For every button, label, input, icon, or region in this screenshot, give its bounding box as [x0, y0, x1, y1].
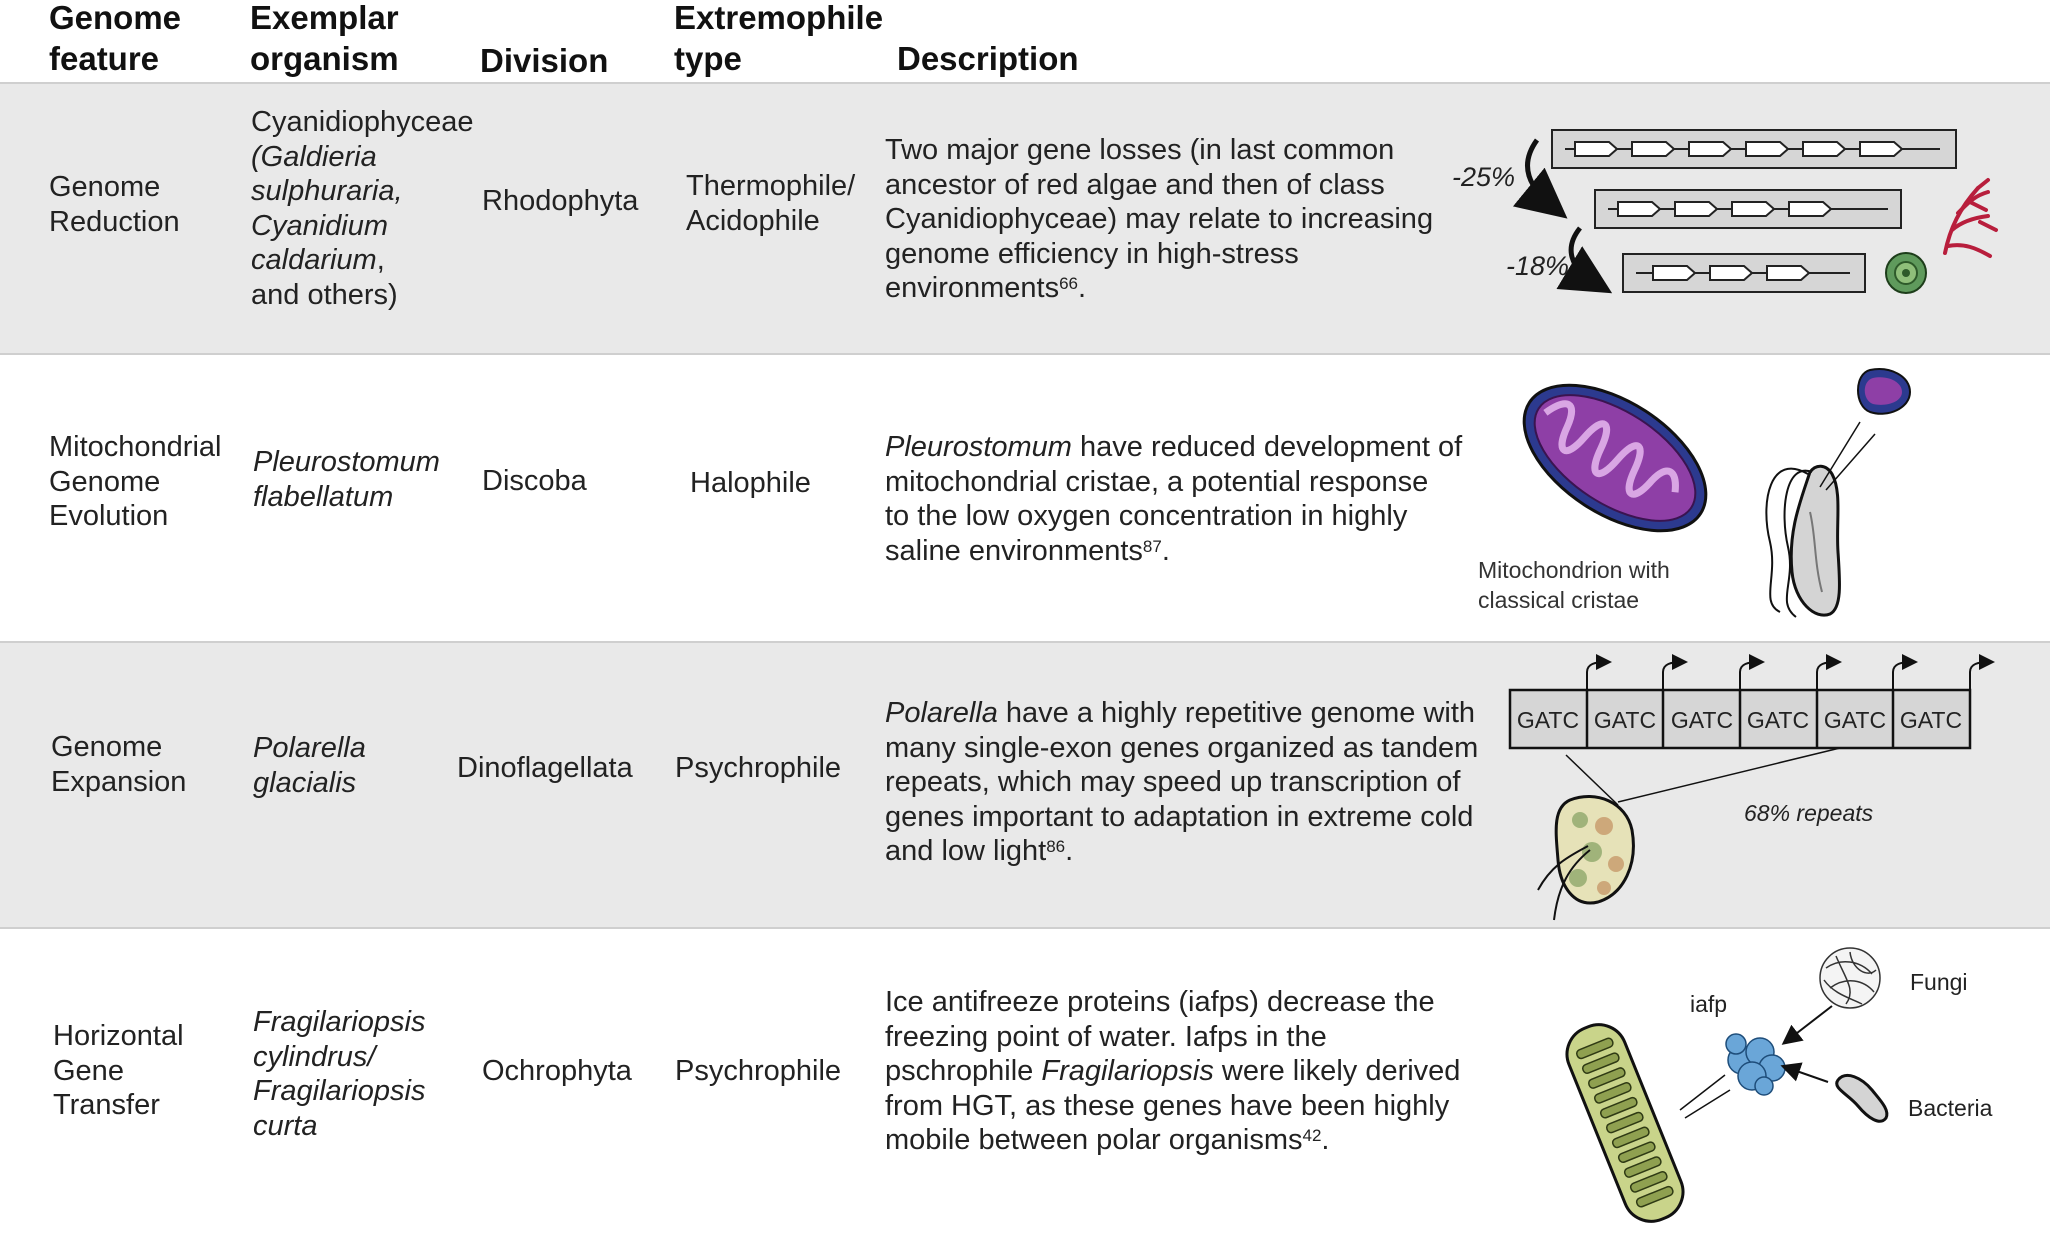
row4-extremophile: Psychrophile — [675, 1055, 842, 1087]
row2-division: Discoba — [482, 465, 587, 497]
row3-division: Dinoflagellata — [457, 752, 633, 784]
red-alga-icon — [1943, 178, 1998, 258]
row3-feature: Genome Expansion — [51, 731, 187, 798]
bacteria-icon — [1835, 1074, 1889, 1123]
row2-organism: Pleurostomum flabellatum — [253, 446, 440, 513]
mitochondrion-illustration: Mitochondrion with classical cristae — [1478, 368, 1912, 618]
header-genome-feature: Genome feature — [49, 0, 182, 77]
header-extremophile-type: Extremophile type — [674, 0, 884, 77]
row4-feature: Horizontal Gene Transfer — [53, 1020, 184, 1121]
row4-division: Ochrophyta — [482, 1055, 632, 1087]
row3-extremophile: Psychrophile — [675, 752, 842, 784]
row1-organism: Cyanidiophyceae (Galdieria sulphuraria, … — [251, 106, 474, 311]
fungi-icon — [1819, 947, 1881, 1009]
iafp-label: iafp — [1690, 991, 1727, 1017]
row3-organism: Polarella glacialis — [253, 732, 366, 799]
row2-extremophile: Halophile — [690, 467, 811, 499]
gene-arrows-2 — [1608, 201, 1888, 217]
repeats-caption: 68% repeats — [1744, 800, 1874, 826]
row3-description: Polarella have a highly repetitive genom… — [885, 697, 1479, 867]
transcription-arrows — [1586, 654, 1995, 690]
row1-extremophile: Thermophile/Acidophile — [686, 170, 856, 237]
mitochondrion-icon — [1522, 383, 1708, 533]
protist-cell-icon — [1765, 368, 1912, 618]
row1-feature: Genome Reduction — [49, 171, 180, 238]
iafp-protein-icon — [1725, 1033, 1786, 1096]
header-separator — [0, 82, 2050, 84]
gene-arrows-1 — [1565, 141, 1940, 157]
row2-feature: Mitochondrial Genome Evolution — [49, 431, 222, 532]
header-description: Description — [897, 40, 1079, 77]
row2-description: Pleurostomum have reduced development of… — [885, 431, 1463, 567]
reduction-arrow-2 — [1556, 226, 1613, 294]
repeat-unit-5: GATC — [1824, 707, 1886, 733]
repeat-unit-3: GATC — [1671, 707, 1733, 733]
row-separator — [0, 927, 2050, 929]
loss-label-25: -25% — [1452, 162, 1515, 192]
green-alga-cell-icon — [1885, 252, 1927, 294]
row-separator — [0, 353, 2050, 355]
header-division: Division — [480, 42, 609, 79]
row-separator — [0, 641, 2050, 643]
mitochondrion-caption-line2: classical cristae — [1478, 587, 1639, 613]
row4-organism: Fragilariopsis cylindrus/ Fragilariopsis… — [253, 1006, 426, 1142]
row1-description: Two major gene losses (in last common an… — [885, 134, 1434, 304]
bacteria-label: Bacteria — [1908, 1095, 1993, 1121]
mitochondrion-caption-line1: Mitochondrion with — [1478, 557, 1670, 583]
hgt-illustration: iafp Fungi Bacteria — [1565, 947, 1993, 1223]
row4-description: Ice antifreeze proteins (iafps) decrease… — [885, 986, 1461, 1156]
gene-arrows-3 — [1636, 265, 1850, 281]
dinoflagellate-icon — [1537, 795, 1635, 921]
genome-reduction-illustration: -25% -18% — [1452, 129, 1998, 294]
reduction-arrow-1 — [1512, 138, 1568, 219]
header-exemplar-organism: Exemplar organism — [250, 0, 399, 77]
repeat-unit-6: GATC — [1900, 707, 1962, 733]
fungi-label: Fungi — [1910, 969, 1968, 995]
row1-division: Rhodophyta — [482, 185, 639, 217]
repeat-unit-4: GATC — [1747, 707, 1809, 733]
loss-label-18: -18% — [1506, 251, 1569, 281]
repeat-unit-2: GATC — [1594, 707, 1656, 733]
tandem-repeat-illustration: GATC GATC GATC GATC GATC GATC 68% repeat… — [1508, 654, 1995, 921]
repeat-unit-1: GATC — [1517, 707, 1579, 733]
diatom-icon — [1565, 1023, 1685, 1223]
